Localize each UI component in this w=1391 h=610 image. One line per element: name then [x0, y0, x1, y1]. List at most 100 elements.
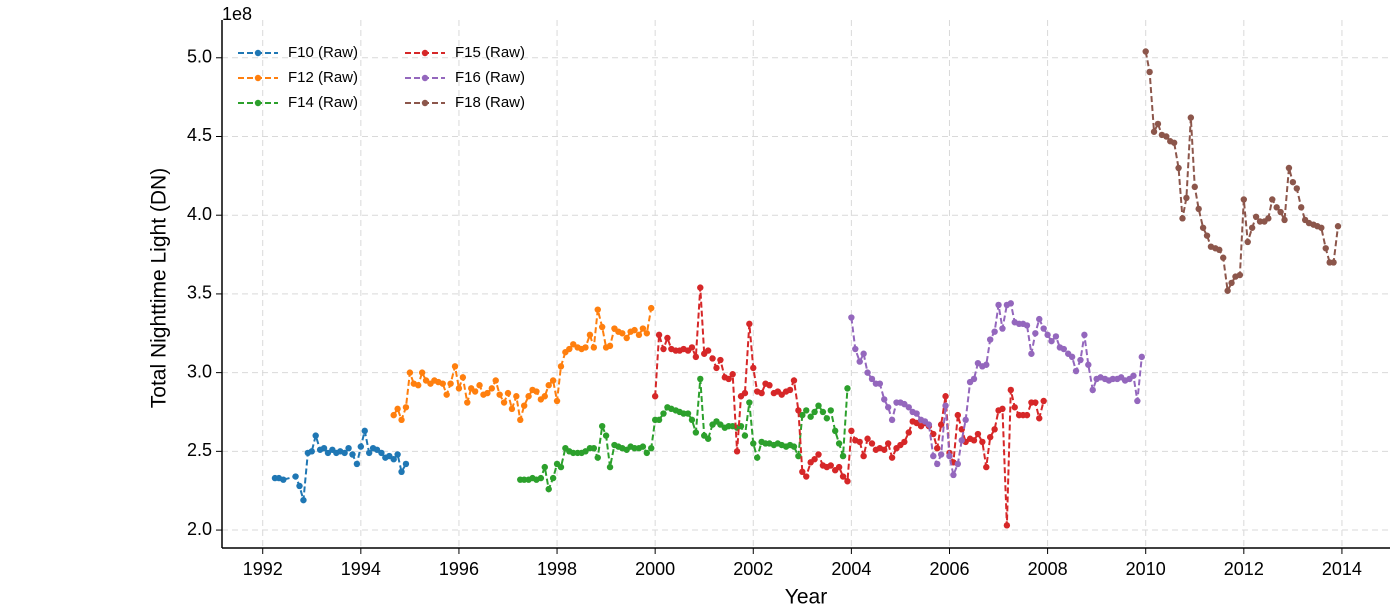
data-point	[803, 407, 810, 414]
data-point	[1081, 331, 1088, 339]
data-point	[1134, 397, 1141, 405]
data-point	[725, 375, 732, 383]
data-point	[937, 451, 945, 458]
data-point	[680, 410, 687, 417]
data-point	[1334, 223, 1342, 230]
series	[848, 300, 1145, 479]
data-point	[606, 342, 614, 350]
data-point	[394, 451, 401, 458]
data-point	[447, 380, 454, 387]
data-point	[1224, 287, 1231, 294]
data-point	[1273, 204, 1280, 211]
data-point	[406, 369, 414, 376]
data-point	[361, 427, 368, 435]
data-point	[643, 330, 651, 337]
data-point	[353, 460, 361, 468]
data-point	[954, 411, 962, 419]
data-point	[459, 374, 467, 381]
data-point	[594, 454, 601, 461]
data-point	[795, 452, 802, 460]
x-tick-label: 1996	[439, 559, 479, 579]
data-point	[308, 448, 315, 455]
x-tick-label: 2014	[1322, 559, 1362, 579]
data-point	[913, 419, 920, 427]
data-point	[557, 463, 565, 471]
data-point	[549, 474, 557, 482]
data-point	[958, 437, 965, 444]
data-point	[881, 396, 888, 403]
x-tick-label: 2008	[1028, 559, 1068, 579]
legend-label: F15 (Raw)	[455, 44, 525, 61]
legend-marker	[254, 74, 262, 82]
data-point	[345, 444, 352, 452]
data-point	[557, 363, 565, 370]
data-point	[1142, 48, 1149, 55]
data-point	[602, 432, 610, 439]
data-point	[545, 485, 552, 493]
data-point	[1048, 337, 1055, 345]
series	[390, 304, 655, 424]
data-point	[1318, 224, 1325, 231]
data-point	[860, 452, 867, 460]
data-point	[999, 325, 1006, 332]
data-point	[741, 389, 749, 397]
data-point	[684, 410, 692, 417]
data-point	[1195, 205, 1202, 213]
data-point	[717, 356, 724, 364]
data-point	[537, 474, 545, 482]
series	[1142, 48, 1342, 295]
data-point	[835, 463, 843, 471]
data-point	[386, 452, 393, 460]
data-point	[549, 377, 557, 384]
legend-marker	[254, 49, 262, 57]
data-point	[566, 345, 573, 353]
data-point	[848, 314, 855, 321]
data-point	[1146, 68, 1153, 76]
data-point	[1052, 333, 1060, 340]
data-point	[455, 385, 463, 392]
legend-marker	[254, 99, 262, 107]
data-point	[831, 427, 839, 435]
data-point	[815, 402, 822, 409]
data-point	[664, 334, 671, 342]
data-point	[312, 432, 319, 439]
data-point	[688, 416, 696, 424]
data-point	[594, 306, 601, 313]
data-point	[570, 449, 577, 457]
series-line	[520, 378, 849, 493]
data-point	[1199, 224, 1207, 231]
data-point	[1244, 238, 1251, 246]
data-point	[1028, 350, 1035, 357]
data-point	[811, 456, 818, 463]
data-point	[590, 444, 598, 452]
data-point	[827, 407, 834, 414]
data-point	[619, 330, 626, 337]
y-axis-label: Total Nighttime Light (DN)	[148, 168, 171, 408]
series	[517, 375, 851, 493]
legend-marker	[421, 74, 429, 82]
data-point	[1085, 361, 1092, 368]
data-point	[950, 471, 957, 479]
data-point	[320, 444, 328, 452]
data-point	[635, 331, 643, 339]
series	[271, 427, 410, 504]
data-point	[402, 404, 410, 411]
data-point	[901, 438, 908, 446]
data-point	[1285, 164, 1293, 172]
data-point	[704, 435, 712, 442]
data-point	[983, 463, 990, 471]
data-point	[525, 393, 532, 400]
data-point	[729, 371, 736, 378]
data-point	[1044, 331, 1051, 339]
data-point	[471, 388, 479, 395]
data-point	[648, 444, 655, 452]
data-point	[930, 452, 937, 460]
y-tick-label: 4.0	[187, 204, 212, 224]
data-point	[1130, 372, 1137, 379]
data-point	[991, 426, 998, 433]
data-point	[1228, 279, 1235, 287]
data-point	[930, 430, 937, 438]
data-point	[1220, 254, 1227, 261]
data-point	[913, 410, 920, 417]
